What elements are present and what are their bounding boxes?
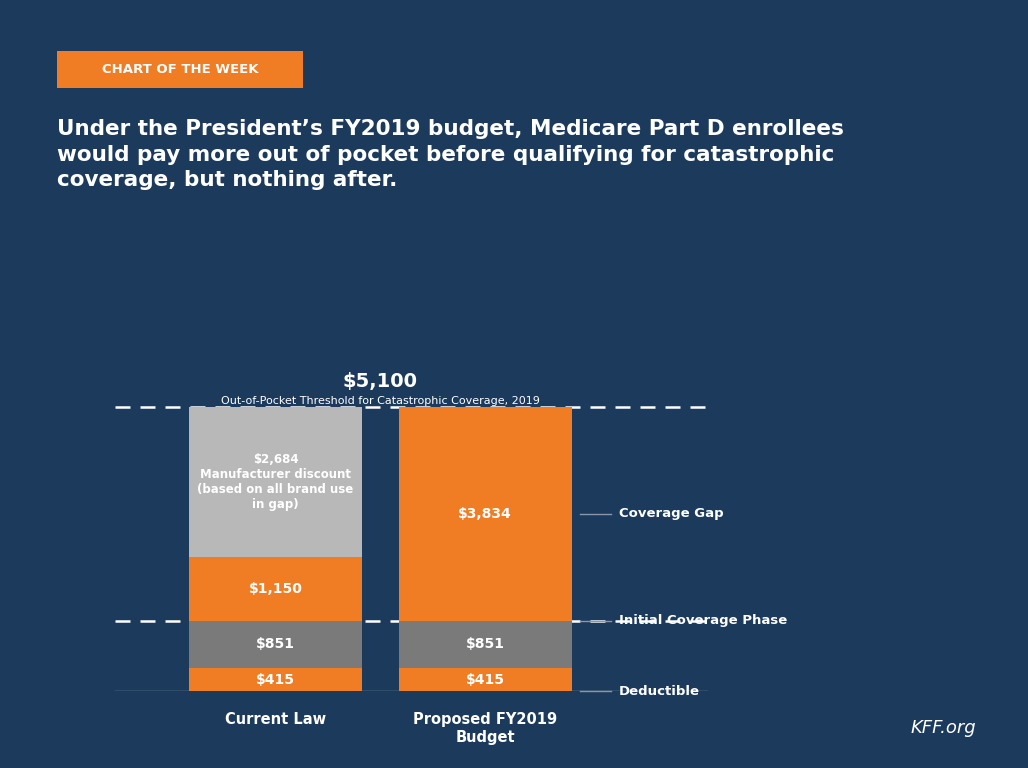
Text: Under the President’s FY2019 budget, Medicare Part D enrollees
would pay more ou: Under the President’s FY2019 budget, Med… <box>57 119 843 190</box>
Text: Initial Coverage Phase: Initial Coverage Phase <box>619 614 787 627</box>
Text: Coverage Gap: Coverage Gap <box>619 508 724 520</box>
Bar <box>189 557 362 621</box>
Bar <box>399 407 572 621</box>
Text: KFF.org: KFF.org <box>911 720 977 737</box>
Text: $415: $415 <box>256 673 295 687</box>
Bar <box>189 407 362 557</box>
Text: Current Law: Current Law <box>225 713 326 727</box>
Text: $415: $415 <box>466 673 505 687</box>
Bar <box>399 621 572 668</box>
Text: CHART OF THE WEEK: CHART OF THE WEEK <box>102 64 258 76</box>
Text: $5,100: $5,100 <box>343 372 417 392</box>
Text: $2,684
Manufacturer discount
(based on all brand use
in gap): $2,684 Manufacturer discount (based on a… <box>197 452 354 511</box>
Bar <box>189 621 362 668</box>
Text: $851: $851 <box>466 637 505 651</box>
Text: $3,834: $3,834 <box>458 507 512 521</box>
Bar <box>399 668 572 691</box>
Text: Proposed FY2019
Budget: Proposed FY2019 Budget <box>413 713 557 745</box>
Bar <box>189 668 362 691</box>
Text: Out-of-Pocket Threshold for Catastrophic Coverage, 2019: Out-of-Pocket Threshold for Catastrophic… <box>221 396 540 406</box>
Text: Deductible: Deductible <box>619 685 700 697</box>
Text: $851: $851 <box>256 637 295 651</box>
Text: $1,150: $1,150 <box>249 581 302 595</box>
